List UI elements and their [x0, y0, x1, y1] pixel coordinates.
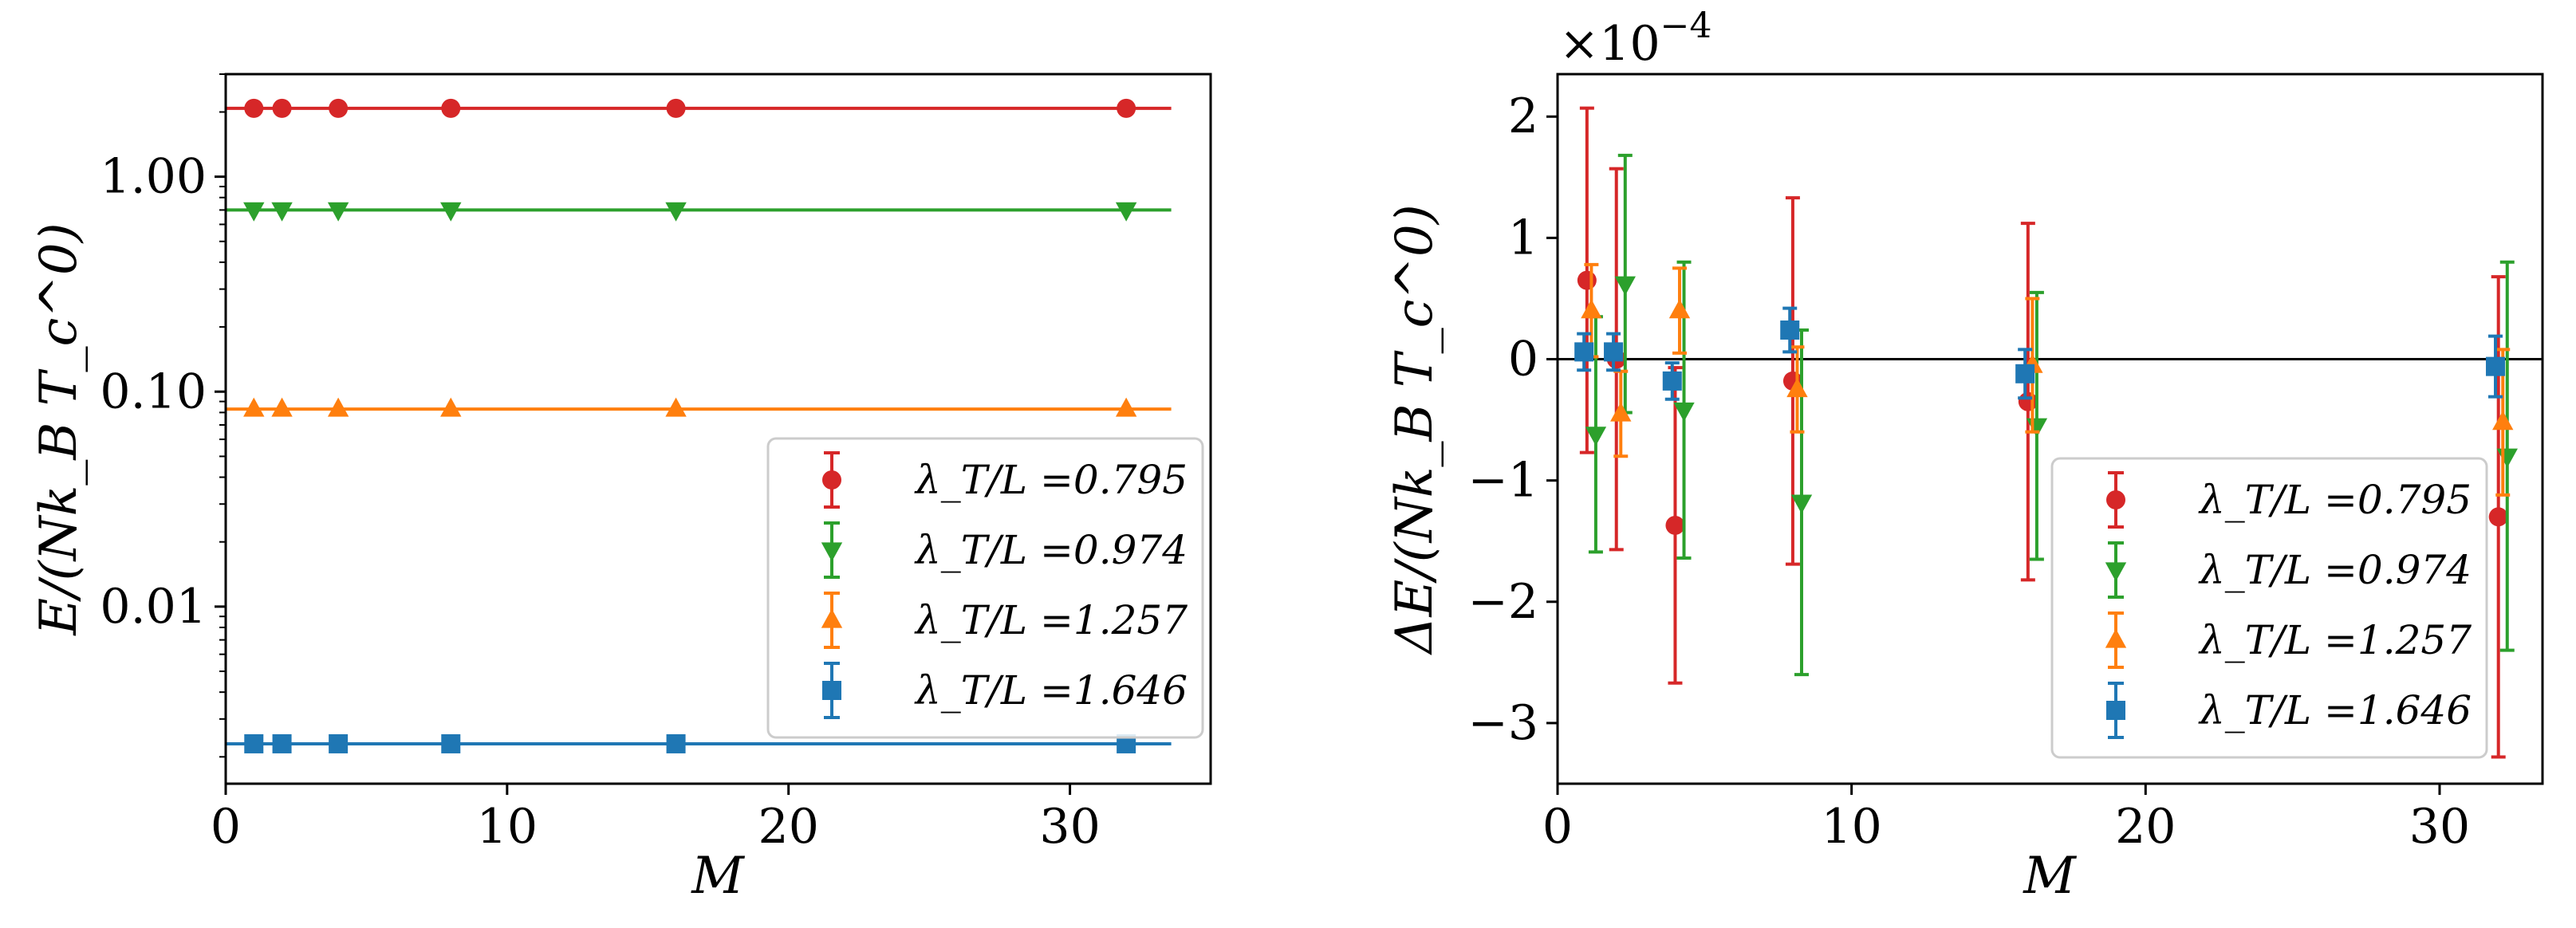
left-legend: λ_T/L =0.795 λ_T/L =0.974 λ_T/L =1.257 λ_T/…	[766, 437, 1204, 739]
left-data-point	[441, 98, 461, 118]
left-legend-label: λ_T/L =1.646	[914, 667, 1188, 714]
right-data-point	[1577, 270, 1597, 290]
left-x-axis-label: M	[691, 847, 745, 906]
left-data-point	[1115, 202, 1137, 222]
left-legend-box	[766, 437, 1204, 739]
right-data-point	[1786, 378, 1808, 398]
right-legend-marker	[2105, 562, 2127, 582]
left-x-tick-label: 30	[1039, 799, 1100, 855]
right-x-tick-label: 20	[2115, 799, 2176, 855]
right-legend-label: λ_T/L =0.974	[2198, 547, 2472, 593]
left-data-point	[327, 397, 349, 417]
right-legend-label: λ_T/L =1.257	[2198, 617, 2472, 663]
left-legend-marker	[821, 542, 843, 562]
left-data-point	[244, 98, 264, 118]
right-y-tick-label: −1	[1468, 453, 1538, 509]
right-data-point	[2018, 391, 2038, 411]
right-data-point	[2486, 356, 2506, 376]
left-x-tick-label: 20	[758, 799, 819, 855]
right-legend-box	[2050, 457, 2488, 759]
right-y-tick-label: 2	[1508, 88, 1538, 144]
left-data-point	[329, 98, 349, 118]
right-data-point	[1574, 342, 1594, 362]
right-x-axis-label: M	[2023, 847, 2077, 906]
left-data-point	[441, 733, 461, 753]
right-x-tick-label: 30	[2409, 799, 2470, 855]
right-legend: λ_T/L =0.795 λ_T/L =0.974 λ_T/L =1.257 λ_T/…	[2050, 457, 2488, 759]
right-data-point	[2492, 411, 2514, 431]
right-axis-ticks: 0 10 20 30 −3 −2 −1 0 1 2	[1468, 88, 2471, 855]
left-legend-marker	[821, 608, 843, 628]
right-y-axis-label: ΔE/(Nk_B T_c^0)	[1385, 204, 1444, 655]
right-data-point	[1673, 402, 1695, 422]
right-plot-area	[1558, 106, 2543, 759]
right-data-point	[1668, 299, 1691, 319]
right-legend-marker	[2106, 701, 2125, 720]
left-data-point	[327, 202, 349, 222]
left-data-point	[440, 202, 462, 222]
left-data-point	[272, 733, 292, 753]
left-data-point	[272, 98, 292, 118]
right-data-point	[1604, 342, 1624, 362]
right-data-point	[1614, 276, 1636, 296]
right-legend-label: λ_T/L =0.795	[2198, 477, 2472, 523]
right-y-tick-label: −3	[1468, 695, 1538, 751]
left-plot-area	[226, 98, 1172, 753]
left-data-point	[1117, 98, 1136, 118]
left-data-point	[244, 733, 264, 753]
right-data-point	[1665, 515, 1685, 535]
right-legend-label: λ_T/L =1.646	[2198, 687, 2472, 733]
left-chart-panel: 0 10 20 30 0.01 0.10 1.00 M E/(Nk_B T_c^0) λ_T…	[30, 73, 1212, 906]
right-legend-marker	[2105, 628, 2127, 648]
right-plot-frame	[1556, 73, 2544, 785]
left-y-tick-label: 0.01	[100, 579, 207, 635]
right-y-tick-label: −2	[1468, 574, 1538, 630]
right-data-point	[1581, 299, 1602, 319]
right-data-point	[2015, 364, 2035, 383]
left-data-point	[666, 733, 686, 753]
left-legend-label: λ_T/L =0.795	[914, 457, 1188, 503]
left-y-axis-label: E/(Nk_B T_c^0)	[30, 222, 89, 635]
left-x-tick-label: 10	[477, 799, 538, 855]
right-data-point	[1610, 402, 1632, 422]
right-y-tick-label: 0	[1508, 332, 1538, 387]
left-data-point	[1115, 397, 1137, 417]
right-y-offset-base: ×10	[1559, 16, 1660, 72]
left-data-point	[271, 397, 293, 417]
left-data-point	[665, 202, 687, 222]
right-y-offset-label: ×10−4	[1559, 6, 1712, 72]
left-y-tick-label: 1.00	[100, 149, 207, 205]
left-data-point	[440, 397, 462, 417]
right-x-tick-label: 10	[1821, 799, 1881, 855]
right-y-offset-exponent: −4	[1660, 6, 1712, 46]
left-legend-marker	[822, 681, 841, 700]
left-legend-label: λ_T/L =0.974	[914, 527, 1188, 573]
left-x-tick-label: 0	[211, 799, 241, 855]
left-legend-marker	[822, 470, 841, 490]
left-data-point	[666, 98, 686, 118]
right-data-point	[1780, 320, 1800, 340]
left-axis-ticks: 0 10 20 30 0.01 0.10 1.00	[100, 73, 1101, 855]
right-chart-panel: 0 10 20 30 −3 −2 −1 0 1 2 ×10−4 M ΔE/(Nk_B T_c^0)…	[1385, 6, 2544, 906]
right-y-tick-label: 1	[1508, 210, 1538, 265]
left-data-point	[271, 202, 293, 222]
right-data-point	[1790, 494, 1813, 514]
right-data-point	[1662, 371, 1682, 391]
left-legend-label: λ_T/L =1.257	[914, 597, 1188, 643]
left-data-point	[665, 397, 687, 417]
left-y-tick-label: 0.10	[100, 364, 207, 419]
left-data-point	[329, 733, 349, 753]
right-x-tick-label: 0	[1542, 799, 1573, 855]
left-plot-frame	[224, 73, 1212, 785]
left-data-point	[243, 202, 265, 222]
right-legend-marker	[2106, 490, 2125, 509]
right-data-point	[1585, 427, 1607, 446]
left-data-point	[243, 397, 265, 417]
right-data-point	[2488, 507, 2508, 527]
